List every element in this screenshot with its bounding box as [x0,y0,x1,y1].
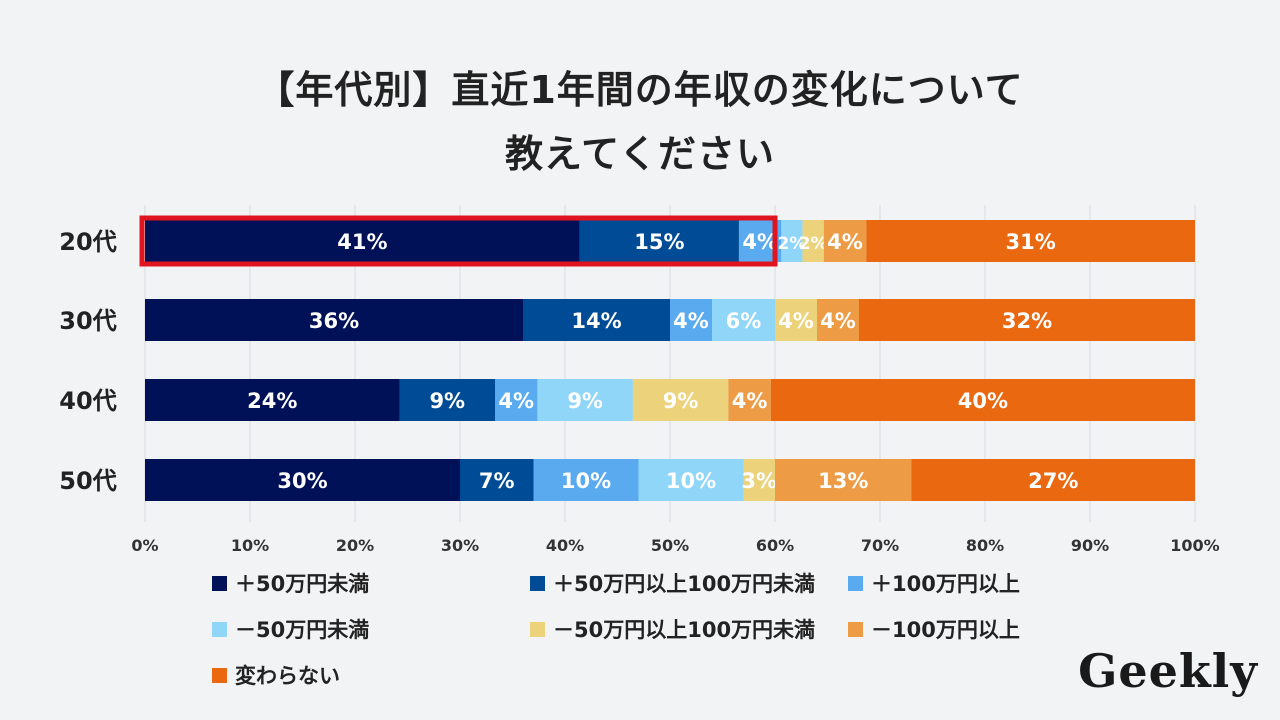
x-tick-label: 80% [966,536,1004,555]
bar-segment [859,299,1195,341]
legend-swatch [212,667,227,683]
bar-segment [911,459,1195,501]
bar-segment [712,299,775,341]
legend-item: ＋50万円以上100万円未満 [530,568,815,598]
highlight-box [139,215,778,267]
bar-segment [866,220,1195,262]
data-label: 10% [561,469,611,493]
data-label: 32% [1002,309,1052,333]
bar-segment [523,299,670,341]
data-label: 4% [498,389,534,413]
data-label: 36% [309,309,359,333]
bar-segment [145,220,580,262]
legend-label: ＋50万円未満 [235,572,370,596]
data-label: 9% [663,389,699,413]
data-label: 27% [1028,469,1078,493]
x-tick-label: 10% [231,536,269,555]
data-label: 9% [429,389,465,413]
x-tick-label: 70% [861,536,899,555]
legend-swatch [848,575,863,591]
bar-segment [770,379,1195,421]
bar-segment [638,459,744,501]
data-label: 4% [732,389,768,413]
x-tick-label: 90% [1071,536,1109,555]
legend-item: －50万円未満 [212,614,369,644]
y-category-label: 20代 [59,228,116,256]
x-tick-label: 50% [651,536,689,555]
chart-title-line1: 【年代別】直近1年間の年収の変化について [256,68,1024,112]
legend-label: ＋100万円以上 [871,572,1020,596]
legend-label: －50万円以上100万円未満 [553,618,816,642]
y-category-label: 50代 [59,467,116,495]
bar-segment [817,299,859,341]
chart-title-line2: 教えてください [505,132,775,176]
bar-segment [145,459,460,501]
bar-segment [823,220,867,262]
x-tick-label: 0% [131,536,158,555]
bar-segment [145,379,400,421]
bar-segment [670,299,712,341]
data-label: 24% [247,389,297,413]
legend-item: －50万円以上100万円未満 [530,614,815,644]
legend-item: 変わらない [212,660,340,690]
data-label: 3% [741,469,777,493]
bar-segment [495,379,538,421]
bar-segment [579,220,739,262]
bar-segment [460,459,534,501]
x-tick-label: 40% [546,536,584,555]
bar-segment [399,379,495,421]
bar-segment [743,459,775,501]
legend-label: －100万円以上 [871,618,1020,642]
data-label: 41% [337,230,387,254]
data-label: 2% [778,234,807,254]
bar-segment [537,379,633,421]
chart-title: 【年代別】直近1年間の年収の変化について 教えてください [0,58,1280,186]
bar-segment [775,459,912,501]
bar-segment [632,379,729,421]
y-category-label: 30代 [59,307,116,335]
data-label: 13% [818,469,868,493]
bar-segment [728,379,771,421]
data-label: 40% [958,389,1008,413]
data-label: 4% [742,230,778,254]
x-tick-label: 100% [1170,536,1219,555]
data-label: 31% [1005,230,1055,254]
data-label: 9% [567,389,603,413]
data-label: 14% [571,309,621,333]
bar-segment [802,220,824,262]
data-label: 15% [634,230,684,254]
bar-segment [533,459,639,501]
legend-item: －100万円以上 [848,614,1020,644]
legend-swatch [530,575,545,591]
x-tick-label: 60% [756,536,794,555]
x-tick-label: 30% [441,536,479,555]
data-label: 4% [827,230,863,254]
legend-item: ＋100万円以上 [848,568,1020,598]
legend-label: －50万円未満 [235,618,370,642]
legend-label: ＋50万円以上100万円未満 [553,572,816,596]
legend-swatch [848,621,863,637]
data-label: 6% [726,309,762,333]
data-label: 7% [479,469,515,493]
bar-segment [775,299,817,341]
legend-item: ＋50万円未満 [212,568,369,598]
data-label: 4% [673,309,709,333]
legend-swatch [530,621,545,637]
legend-label: 変わらない [235,664,340,688]
data-label: 30% [277,469,327,493]
y-category-label: 40代 [59,387,116,415]
legend-swatch [212,575,227,591]
legend-swatch [212,621,227,637]
data-label: 2% [799,234,828,254]
data-label: 4% [820,309,856,333]
data-label: 10% [666,469,716,493]
bar-segment [145,299,523,341]
x-tick-label: 20% [336,536,374,555]
data-label: 4% [778,309,814,333]
geekly-logo: Geekly [1078,644,1258,698]
bar-segment [781,220,803,262]
